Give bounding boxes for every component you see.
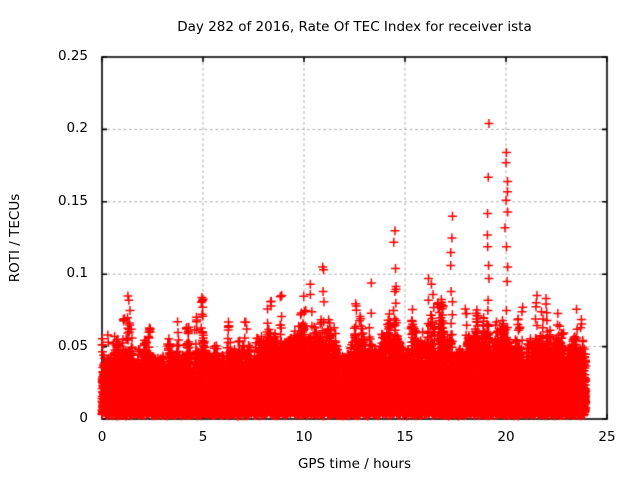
x-tick-label: 20 [497, 429, 515, 445]
x-tick-label: 15 [396, 429, 414, 445]
y-tick-label: 0.15 [57, 192, 88, 209]
y-tick-label: 0.1 [66, 265, 88, 282]
x-tick-label: 10 [295, 429, 313, 445]
y-tick-label: 0.25 [57, 48, 88, 64]
x-axis-label: GPS time / hours [297, 456, 412, 472]
y-axis-label-wrap: ROTI / TECUs [6, 57, 24, 419]
chart-title: Day 282 of 2016, Rate Of TEC Index for r… [177, 19, 532, 35]
x-tick-label: 5 [198, 429, 208, 445]
x-tick-label: 0 [97, 429, 107, 445]
y-tick-label: 0 [79, 410, 88, 426]
y-tick-label: 0.05 [57, 337, 88, 354]
x-tick-label: 25 [598, 429, 616, 445]
y-tick-label: 0.2 [66, 120, 88, 137]
